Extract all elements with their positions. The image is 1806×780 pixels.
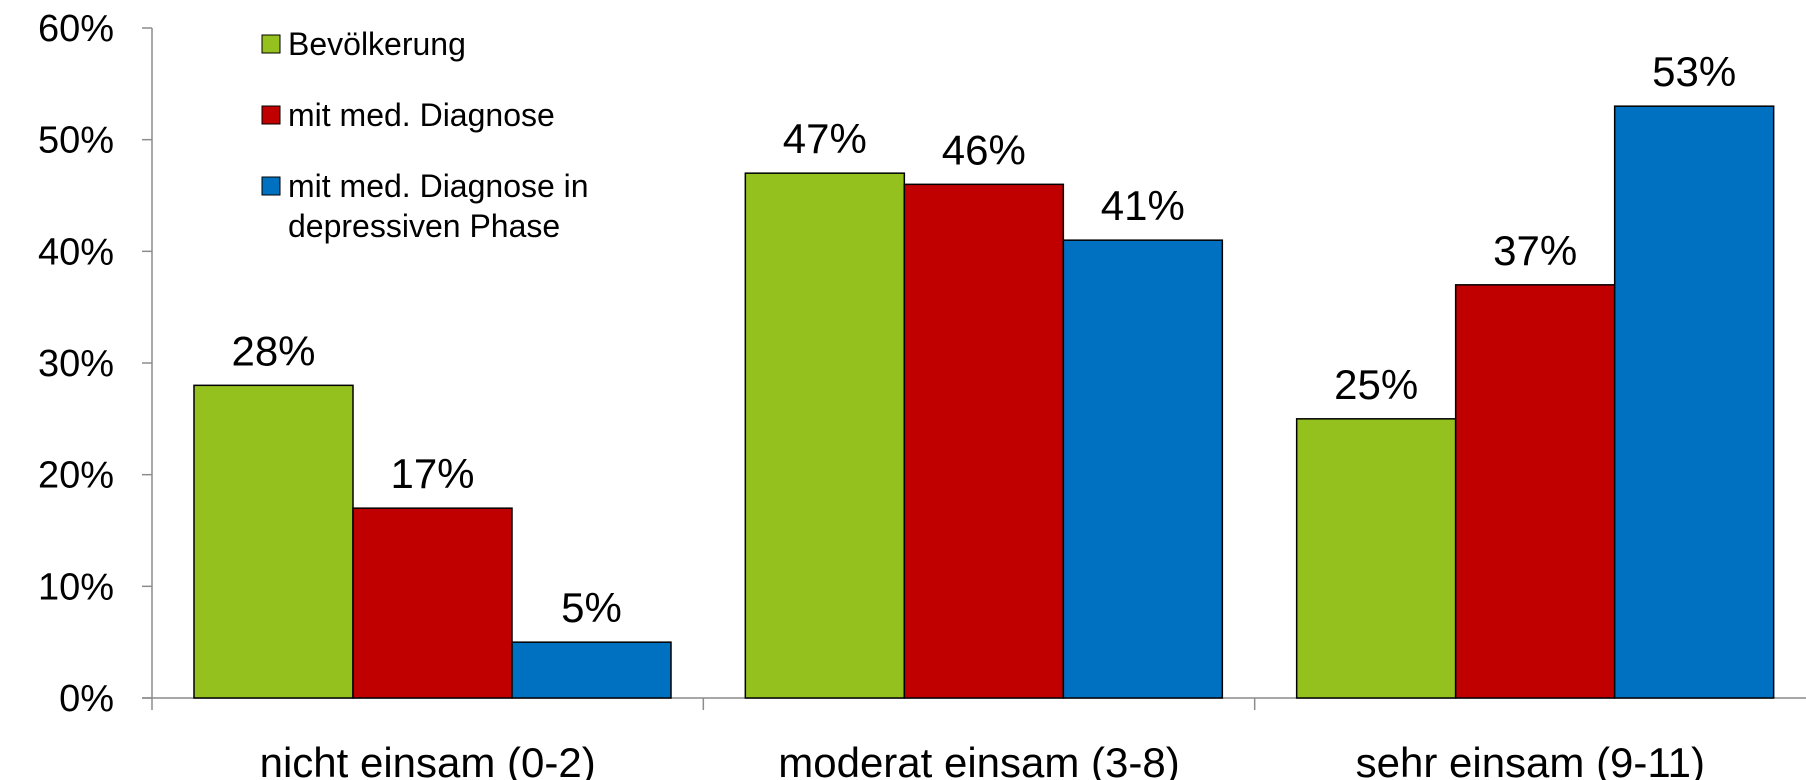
bar [1295,418,1457,699]
legend-swatch [261,176,281,196]
legend-label: depressiven Phase [288,208,560,244]
data-label: 53% [1652,48,1736,95]
legend-label: mit med. Diagnose in [288,168,589,204]
bars [193,105,1775,699]
data-label: 5% [561,584,622,631]
x-category-label: moderat einsam (3-8) [778,739,1179,780]
legend: Bevölkerung mit med. Diagnose mit med. Dia… [261,26,589,244]
axes: 0% 10% 20% 30% 40% 50% 60% nicht einsam (0-2) mo… [38,8,1806,780]
y-tick-label: 50% [38,120,114,162]
y-tick-label: 20% [38,455,114,497]
bar [352,507,513,699]
legend-label: Bevölkerung [288,26,466,62]
data-label: 17% [390,450,474,497]
legend-label: mit med. Diagnose [288,97,555,133]
data-label: 46% [942,126,1026,173]
data-labels: 28% 47% 25% 17% 46% 37% 5% 41% 53% [231,48,1736,631]
x-category-label: sehr einsam (9-11) [1356,739,1705,780]
bar [511,641,672,699]
data-label: 25% [1334,361,1418,408]
data-label: 41% [1101,182,1185,229]
bar [1613,105,1775,699]
data-label: 37% [1493,227,1577,274]
x-category-label: nicht einsam (0-2) [260,739,596,780]
data-label: 28% [231,327,315,374]
bar [744,172,906,699]
bar [1454,284,1616,699]
data-label: 47% [783,115,867,162]
legend-swatch [261,34,281,54]
bar [1062,239,1224,699]
bar [903,183,1065,699]
legend-swatch [261,105,281,125]
y-tick-label: 0% [59,678,114,720]
y-tick-label: 30% [38,343,114,385]
y-tick-label: 60% [38,8,114,50]
y-tick-label: 10% [38,566,114,608]
bar [193,384,354,699]
y-tick-label: 40% [38,231,114,273]
